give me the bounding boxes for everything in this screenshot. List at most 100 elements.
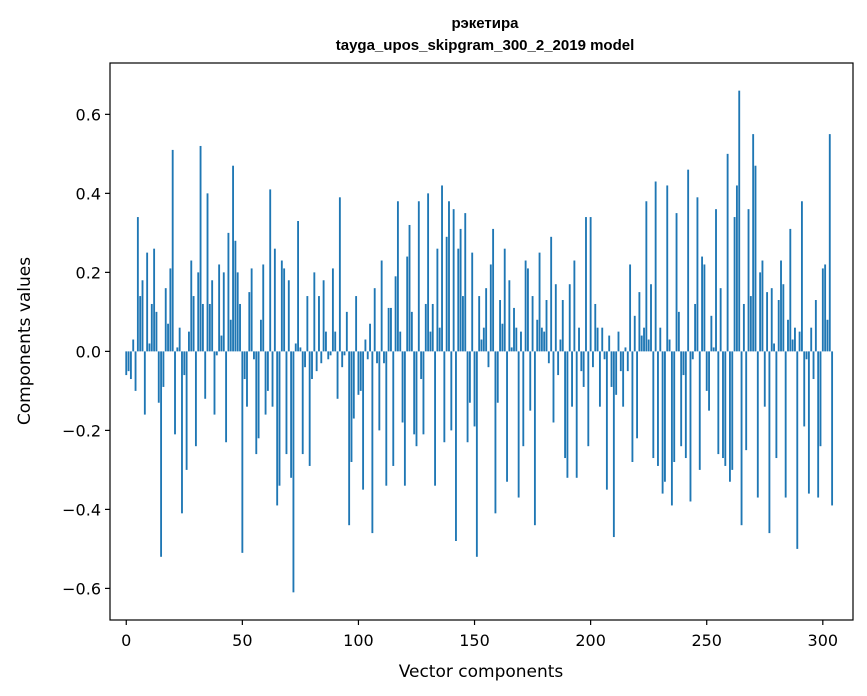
bar [617, 331, 620, 352]
bar-series [125, 90, 834, 593]
bar [220, 335, 223, 352]
bar [285, 351, 288, 455]
bar [287, 280, 290, 352]
x-tick-label: 0 [121, 631, 131, 650]
bar [515, 327, 518, 352]
bar [139, 296, 142, 352]
bar [199, 145, 202, 352]
bar [415, 351, 418, 447]
bar [559, 339, 562, 352]
bar [294, 343, 297, 352]
bar [174, 351, 176, 435]
bar [761, 260, 764, 352]
bar [589, 217, 592, 352]
bar [343, 351, 346, 356]
bar [582, 351, 585, 387]
bar [573, 260, 576, 352]
bar [132, 339, 135, 352]
bar [348, 351, 351, 526]
bar [280, 260, 283, 352]
bar [167, 323, 169, 352]
bar [536, 319, 539, 352]
bar [687, 169, 690, 352]
bar [724, 351, 727, 466]
bar [420, 351, 423, 380]
bar [383, 351, 385, 364]
bar [561, 300, 564, 352]
bar [424, 303, 427, 352]
bar [650, 284, 652, 352]
bar [647, 339, 650, 352]
bar [673, 351, 676, 462]
bar [341, 351, 344, 368]
bar [496, 351, 499, 403]
y-tick-label: −0.6 [62, 579, 101, 598]
bar [529, 351, 532, 411]
bar [380, 260, 383, 352]
bar [513, 307, 515, 352]
bar [197, 272, 200, 352]
bar [153, 248, 156, 352]
bar [782, 284, 785, 352]
bar [468, 351, 471, 403]
bar [129, 351, 132, 380]
bar [271, 351, 274, 407]
bar [773, 343, 775, 352]
bar [796, 351, 799, 549]
bar [585, 217, 587, 352]
bar [313, 272, 316, 352]
bar [417, 201, 420, 352]
x-axis-ticks: 0 50 100 150 200 250 300 [121, 620, 838, 650]
bar [292, 351, 295, 593]
bar [334, 331, 337, 352]
bar [670, 351, 673, 506]
bar [232, 165, 234, 352]
bar [164, 288, 167, 352]
bar [810, 327, 813, 352]
y-tick-label: 0.0 [76, 342, 101, 361]
bar [181, 351, 183, 514]
bar [520, 331, 522, 352]
bar [225, 351, 228, 443]
bar [731, 351, 734, 470]
bar [640, 335, 643, 352]
chart-title-line-2: tayga_upos_skipgram_300_2_2019 model [336, 37, 635, 54]
bar [752, 134, 755, 352]
bar [160, 351, 163, 557]
bar [429, 331, 432, 352]
bar [571, 351, 573, 407]
bar [494, 351, 497, 514]
bar [824, 264, 827, 352]
bar [273, 248, 276, 352]
bar [206, 193, 209, 352]
bar [320, 351, 323, 364]
bar [215, 351, 218, 356]
bar [554, 284, 557, 352]
bar [780, 260, 782, 352]
bar [478, 296, 481, 352]
bar [455, 351, 457, 541]
bar [696, 197, 699, 352]
bar [742, 303, 745, 352]
bar [652, 351, 655, 459]
bar [357, 351, 360, 395]
bar [543, 331, 546, 352]
bar [445, 236, 448, 352]
bar [308, 351, 311, 466]
y-tick-label: 0.2 [76, 263, 101, 282]
bar [329, 351, 332, 356]
bar [784, 351, 787, 498]
bar [485, 288, 488, 352]
bar [318, 296, 320, 352]
bar [508, 280, 511, 352]
bar [629, 264, 632, 352]
bar [749, 296, 752, 352]
bar [448, 201, 450, 352]
bar [352, 351, 355, 419]
bar [828, 134, 831, 352]
x-tick-label: 50 [232, 631, 252, 650]
bar [703, 264, 706, 352]
bar [659, 327, 662, 352]
bar [626, 351, 629, 372]
bar [831, 351, 834, 506]
